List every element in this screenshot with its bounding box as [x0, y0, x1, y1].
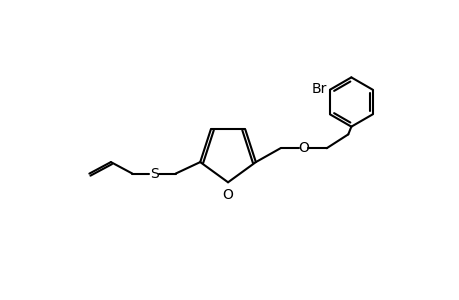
Text: S: S	[149, 167, 158, 181]
Text: O: O	[297, 141, 308, 155]
Text: O: O	[222, 188, 233, 202]
Text: Br: Br	[311, 82, 326, 96]
